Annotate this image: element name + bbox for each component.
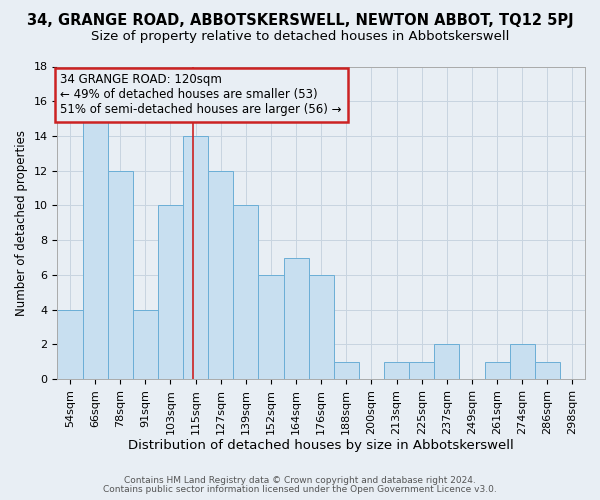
Text: Size of property relative to detached houses in Abbotskerswell: Size of property relative to detached ho… [91, 30, 509, 43]
Bar [233, 206, 259, 379]
Bar [133, 310, 158, 379]
Bar [334, 362, 359, 379]
Bar [384, 362, 409, 379]
Bar [308, 275, 334, 379]
Bar [107, 170, 133, 379]
Bar [535, 362, 560, 379]
Y-axis label: Number of detached properties: Number of detached properties [15, 130, 28, 316]
Bar [183, 136, 208, 379]
Bar [434, 344, 460, 379]
Bar [158, 206, 183, 379]
Bar [485, 362, 509, 379]
Text: Contains HM Land Registry data © Crown copyright and database right 2024.: Contains HM Land Registry data © Crown c… [124, 476, 476, 485]
Text: 34, GRANGE ROAD, ABBOTSKERSWELL, NEWTON ABBOT, TQ12 5PJ: 34, GRANGE ROAD, ABBOTSKERSWELL, NEWTON … [26, 12, 574, 28]
X-axis label: Distribution of detached houses by size in Abbotskerswell: Distribution of detached houses by size … [128, 440, 514, 452]
Bar [509, 344, 535, 379]
Text: 34 GRANGE ROAD: 120sqm
← 49% of detached houses are smaller (53)
51% of semi-det: 34 GRANGE ROAD: 120sqm ← 49% of detached… [61, 74, 342, 116]
Bar [259, 275, 284, 379]
Bar [58, 310, 83, 379]
Bar [284, 258, 308, 379]
Text: Contains public sector information licensed under the Open Government Licence v3: Contains public sector information licen… [103, 484, 497, 494]
Bar [409, 362, 434, 379]
Bar [83, 118, 107, 379]
Bar [208, 170, 233, 379]
